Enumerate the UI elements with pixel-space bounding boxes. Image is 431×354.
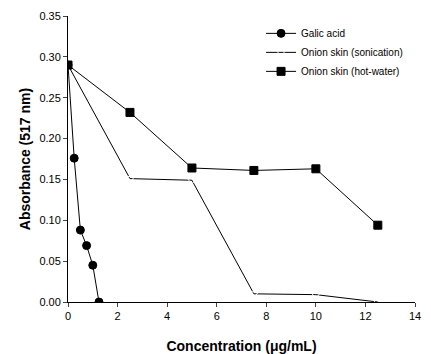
svg-text:Absorbance (517 nm): Absorbance (517 nm) bbox=[17, 88, 33, 230]
svg-text:0.05: 0.05 bbox=[39, 255, 60, 267]
svg-text:8: 8 bbox=[263, 310, 269, 322]
svg-text:Galic acid: Galic acid bbox=[301, 28, 345, 39]
svg-text:6: 6 bbox=[214, 310, 220, 322]
svg-text:0.30: 0.30 bbox=[39, 51, 60, 63]
svg-text:Concentration (μg/mL): Concentration (μg/mL) bbox=[166, 338, 316, 354]
svg-text:2: 2 bbox=[115, 310, 121, 322]
svg-text:Onion skin (hot-water): Onion skin (hot-water) bbox=[301, 66, 399, 77]
svg-text:0.15: 0.15 bbox=[39, 173, 60, 185]
svg-text:Onion skin (sonication): Onion skin (sonication) bbox=[301, 47, 403, 58]
svg-text:4: 4 bbox=[164, 310, 170, 322]
svg-text:14: 14 bbox=[409, 310, 421, 322]
svg-text:0.35: 0.35 bbox=[39, 10, 60, 22]
svg-text:0: 0 bbox=[65, 310, 71, 322]
svg-text:0.00: 0.00 bbox=[39, 296, 60, 308]
svg-text:0.20: 0.20 bbox=[39, 132, 60, 144]
svg-text:10: 10 bbox=[310, 310, 322, 322]
svg-text:12: 12 bbox=[359, 310, 371, 322]
svg-text:0.10: 0.10 bbox=[39, 214, 60, 226]
svg-text:0.25: 0.25 bbox=[39, 92, 60, 104]
